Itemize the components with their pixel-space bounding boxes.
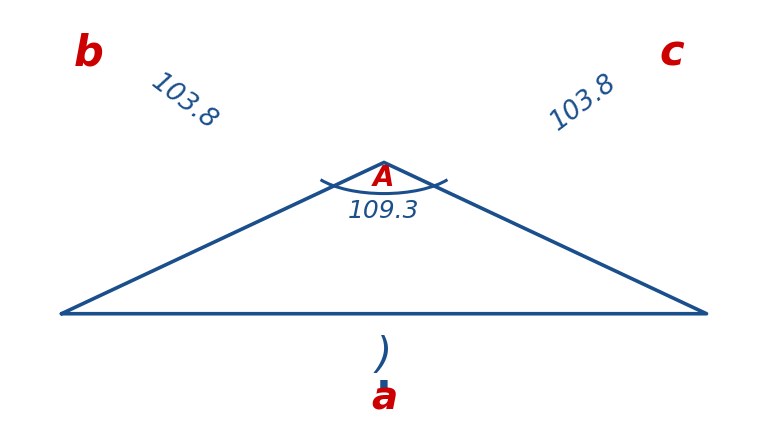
Text: .: .: [376, 355, 392, 397]
Text: a: a: [371, 379, 397, 417]
Text: 103.8: 103.8: [147, 69, 222, 135]
Text: b: b: [74, 32, 103, 74]
Text: 109.3: 109.3: [348, 199, 420, 223]
Text: A: A: [373, 164, 395, 192]
Text: ): ): [376, 335, 392, 377]
Text: c: c: [660, 32, 684, 74]
Text: 103.8: 103.8: [546, 69, 621, 135]
